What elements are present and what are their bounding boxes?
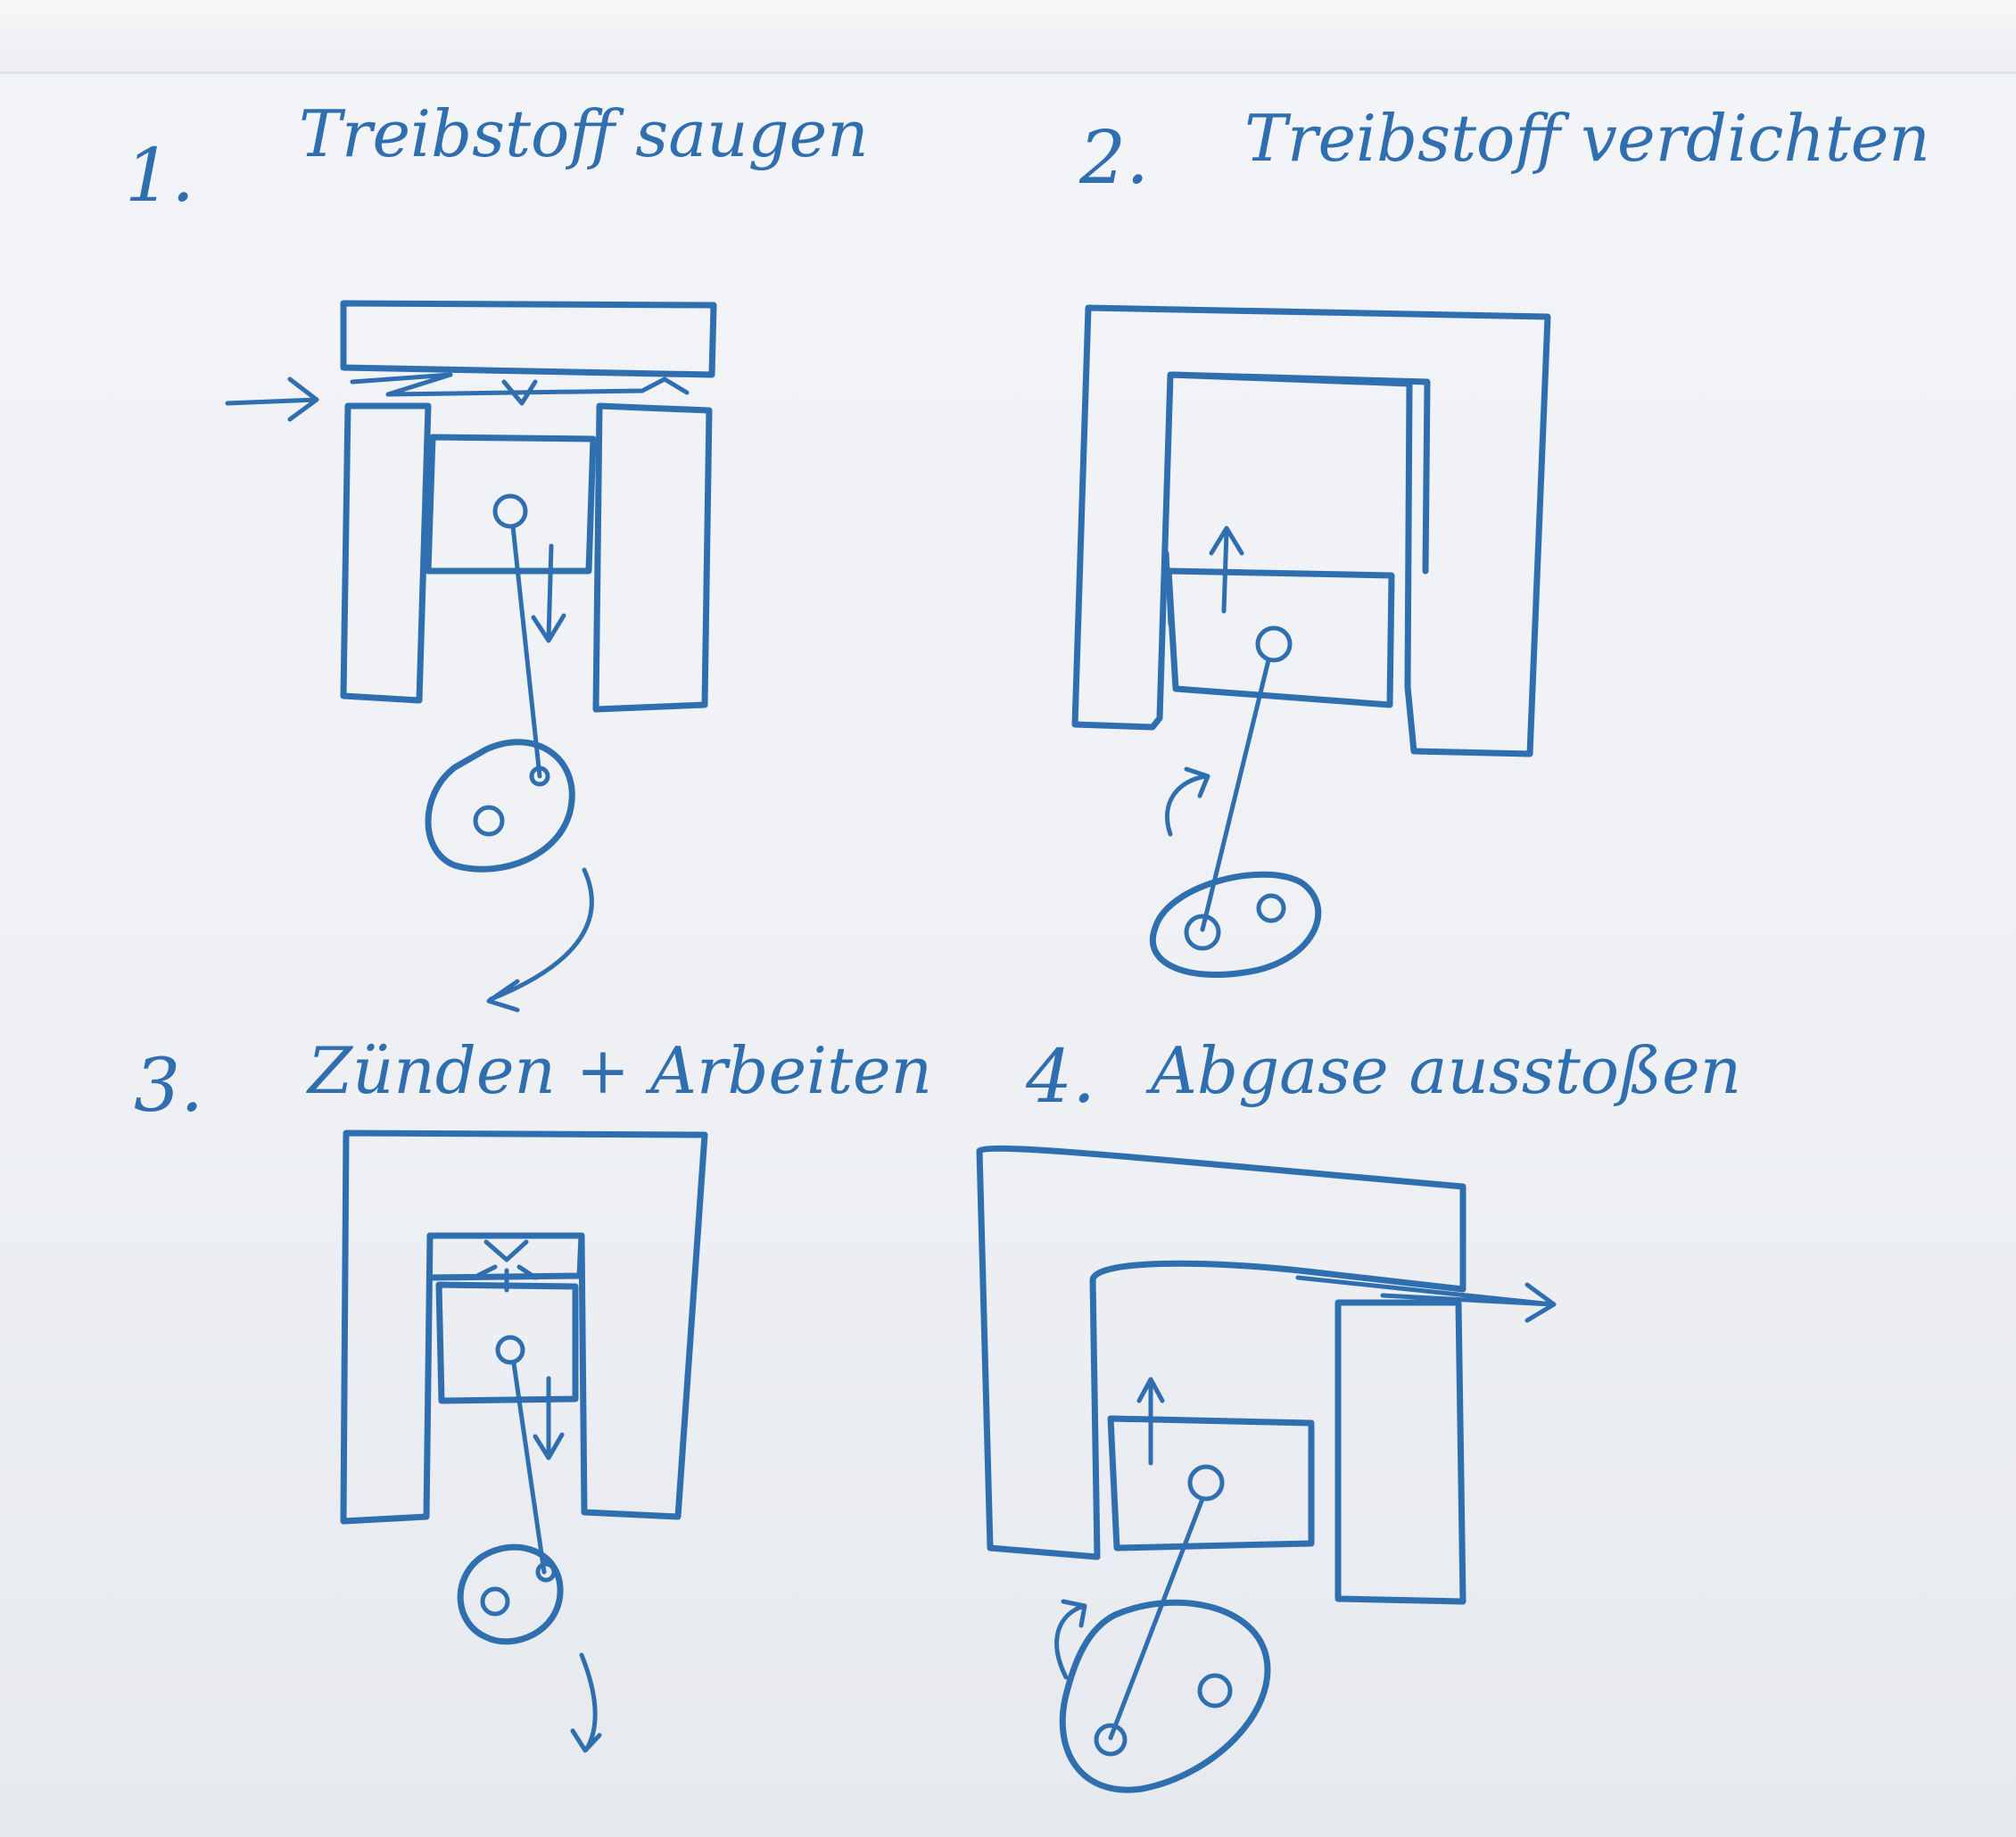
curved-arrow-icon (570, 1652, 602, 1753)
curved-arrow-icon (1054, 1599, 1087, 1680)
arrow-right-icon (1295, 1275, 1557, 1323)
step-2-title: Treibstoff verdichten (1244, 101, 1930, 176)
piston-pin (492, 493, 528, 529)
step-1-group: 1. Treibstoff saugen (125, 96, 869, 1013)
crankshaft (425, 739, 575, 873)
arrow-down-icon (531, 543, 566, 643)
step-2-number: 2. (1078, 116, 1149, 201)
step-1-cylinder (340, 300, 717, 713)
step-3-title: Zünden + Arbeiten (306, 1033, 932, 1108)
step-2-group: 2. Treibstoff verdichten (1071, 101, 1930, 979)
step-4-group: 4. Abgase ausstoßen (976, 1033, 1741, 1793)
connecting-rod (511, 1361, 547, 1575)
step-3-cylinder (340, 1130, 708, 1525)
arrow-right-icon (225, 377, 319, 422)
connecting-rod (1200, 658, 1271, 932)
step-4-number: 4. (1025, 1035, 1095, 1120)
step-3-number: 3. (134, 1044, 203, 1129)
arrow-up-icon (1209, 525, 1244, 614)
arrow-up-icon (1136, 1377, 1165, 1466)
board-edge (0, 0, 2016, 74)
connecting-rod (1108, 1496, 1205, 1741)
arrow-down-icon (533, 1376, 565, 1460)
piston-pin (1187, 1464, 1225, 1502)
step-1-title: Treibstoff saugen (299, 96, 869, 171)
connecting-rod (510, 524, 542, 779)
crankshaft (457, 1543, 564, 1645)
piston-pin (1255, 625, 1293, 663)
step-4-title: Abgase ausstoßen (1145, 1033, 1741, 1108)
step-3-group: 3. Zünden + Arbeiten (134, 1033, 932, 1753)
step-2-cylinder (1071, 304, 1551, 757)
crankshaft (1150, 871, 1322, 979)
step-1-number: 1. (125, 134, 194, 219)
step-4-cylinder (976, 1145, 1467, 1605)
spark-icon (475, 1239, 538, 1293)
piston-pin (495, 1335, 525, 1365)
curved-arrow-icon (486, 867, 594, 1013)
curved-arrow-icon (1165, 766, 1210, 837)
crankshaft (1059, 1599, 1271, 1793)
